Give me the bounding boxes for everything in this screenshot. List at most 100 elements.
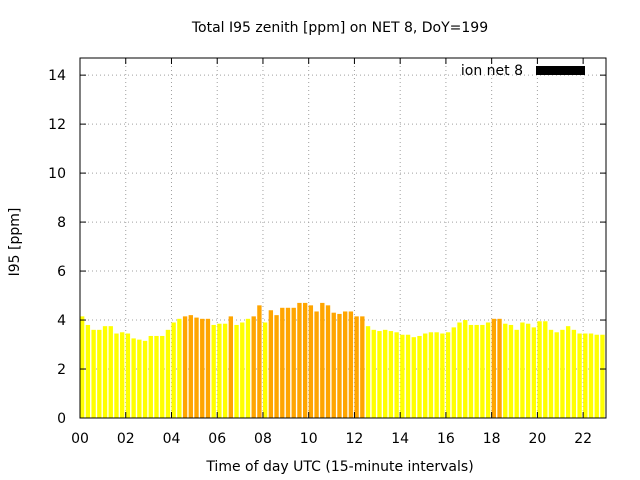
bar — [457, 322, 462, 418]
bar — [314, 311, 319, 418]
y-tick-label: 10 — [48, 166, 66, 182]
bar — [234, 324, 239, 418]
x-tick-label: 02 — [117, 431, 135, 447]
bar — [131, 338, 136, 418]
x-tick-label: 14 — [391, 431, 409, 447]
bar — [177, 318, 182, 418]
bar — [205, 318, 211, 418]
bar — [262, 322, 268, 418]
x-tick-label: 10 — [300, 431, 318, 447]
x-tick-label: 16 — [437, 431, 455, 447]
bar — [308, 305, 314, 418]
bar — [182, 316, 188, 418]
bar — [211, 324, 216, 418]
bar — [520, 322, 525, 418]
bar — [428, 332, 434, 418]
bar — [537, 321, 542, 418]
bar — [525, 323, 531, 418]
bar — [297, 302, 302, 418]
bar — [434, 332, 439, 418]
bar — [280, 307, 285, 418]
bar — [400, 334, 405, 418]
bar — [394, 332, 399, 418]
y-tick-label: 4 — [57, 313, 66, 329]
bar — [125, 333, 131, 418]
x-tick-label: 12 — [346, 431, 364, 447]
bar — [337, 313, 342, 418]
bar — [543, 321, 548, 418]
bar — [285, 307, 291, 418]
x-tick-label: 18 — [483, 431, 501, 447]
bar — [503, 323, 508, 418]
bar — [331, 312, 336, 418]
bar — [274, 315, 279, 418]
bar — [245, 318, 251, 418]
bar — [217, 323, 222, 418]
bar — [268, 310, 274, 418]
bar — [485, 322, 491, 418]
bar — [360, 316, 365, 418]
x-tick-label: 08 — [254, 431, 272, 447]
x-tick-label: 00 — [71, 431, 89, 447]
bar — [325, 305, 331, 418]
bar — [583, 333, 588, 418]
bar — [445, 332, 451, 418]
bar — [411, 337, 416, 418]
bar — [588, 333, 594, 418]
x-axis-label: Time of day UTC (15-minute intervals) — [205, 459, 473, 475]
bar — [222, 323, 228, 418]
y-tick-label: 2 — [57, 362, 66, 378]
bar — [108, 326, 113, 418]
bar — [160, 335, 165, 418]
bar — [148, 335, 153, 418]
bar — [548, 329, 554, 418]
bar — [102, 326, 108, 418]
x-tick-label: 04 — [163, 431, 181, 447]
chart-legend: ion net 8 — [461, 63, 585, 79]
bar — [423, 333, 428, 418]
bar — [188, 315, 193, 418]
x-tick-label: 22 — [574, 431, 592, 447]
bar — [320, 302, 325, 418]
bar — [491, 318, 496, 418]
bar — [440, 333, 445, 418]
bar — [291, 307, 296, 418]
y-tick-label: 12 — [48, 117, 66, 133]
y-axis-label: I95 [ppm] — [7, 208, 23, 277]
bar — [577, 333, 582, 418]
bar — [228, 316, 233, 418]
bar — [165, 329, 171, 418]
bar — [114, 333, 119, 418]
bar — [302, 302, 308, 418]
bar — [377, 331, 382, 418]
chart-bars — [80, 302, 605, 418]
bar — [417, 335, 422, 418]
bar — [497, 318, 502, 418]
bar — [594, 334, 599, 418]
bar — [388, 331, 394, 418]
bar — [571, 329, 577, 418]
bar — [80, 316, 85, 418]
bar — [343, 311, 348, 418]
bar — [137, 339, 142, 418]
bar — [240, 322, 245, 418]
bar — [480, 324, 485, 418]
bar — [468, 324, 474, 418]
bar — [251, 316, 256, 418]
bar — [508, 324, 514, 418]
bar — [405, 334, 411, 418]
chart-axes — [79, 57, 607, 419]
bar — [120, 332, 125, 418]
bar — [514, 329, 519, 418]
legend-swatch — [536, 66, 585, 75]
bar — [257, 305, 262, 418]
y-tick-label: 14 — [48, 68, 66, 84]
bar — [85, 324, 91, 418]
bar — [194, 317, 199, 418]
bar — [91, 329, 96, 418]
bar — [565, 326, 571, 418]
bar — [154, 335, 159, 418]
y-tick-label: 0 — [57, 411, 66, 427]
bar — [171, 322, 176, 418]
